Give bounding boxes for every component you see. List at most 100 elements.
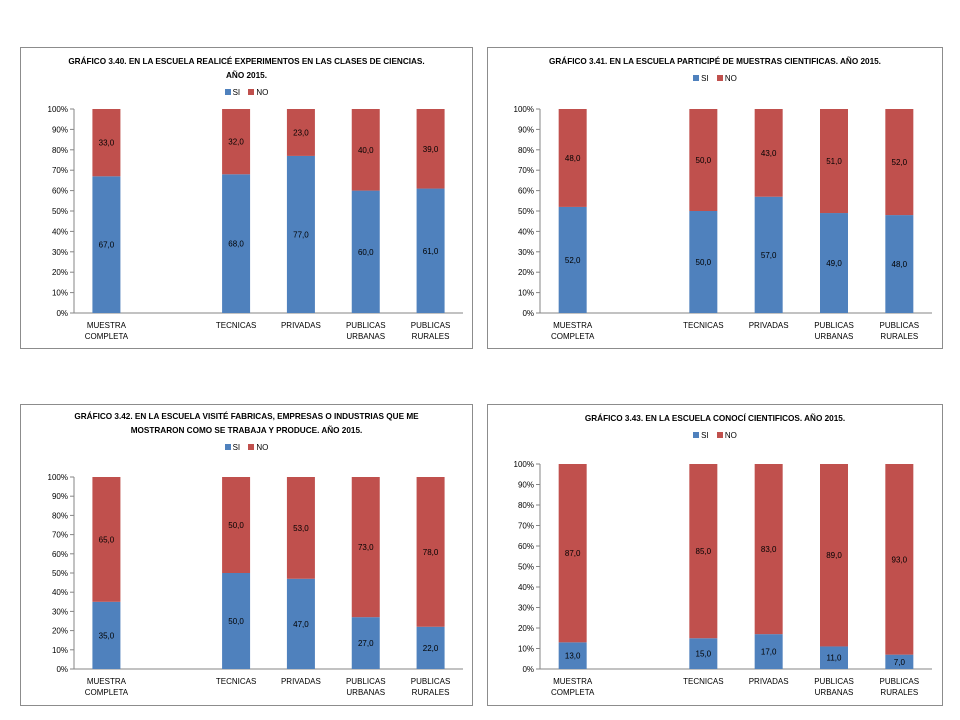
bar-no bbox=[754, 464, 783, 635]
data-label-no: 50,0 bbox=[696, 156, 712, 165]
data-label-si: 77,0 bbox=[293, 230, 309, 239]
chart-title-line: GRÁFICO 3.40. EN LA ESCUELA REALICÉ EXPE… bbox=[68, 57, 425, 66]
bar-no bbox=[820, 464, 848, 647]
x-category-label: PUBLICAS bbox=[814, 677, 854, 686]
bar-no bbox=[416, 109, 445, 189]
bar-si bbox=[286, 155, 315, 313]
y-tick-label: 80% bbox=[52, 511, 68, 520]
y-tick-label: 10% bbox=[52, 289, 68, 298]
bar-si bbox=[558, 642, 587, 669]
data-label-no: 40,0 bbox=[358, 146, 374, 155]
bar-si bbox=[754, 634, 783, 669]
y-tick-label: 20% bbox=[52, 627, 68, 636]
data-label-no: 87,0 bbox=[565, 549, 581, 558]
data-label-si: 7,0 bbox=[894, 658, 906, 667]
y-tick-label: 100% bbox=[514, 460, 534, 469]
x-category-label: COMPLETA bbox=[85, 688, 129, 697]
bar-no bbox=[351, 109, 380, 191]
y-tick-label: 20% bbox=[52, 268, 68, 277]
legend-label-no: NO bbox=[256, 443, 269, 452]
legend-label-no: NO bbox=[724, 431, 737, 440]
chart-panel-3-43: GRÁFICO 3.43. EN LA ESCUELA CONOCÍ CIENT… bbox=[487, 404, 943, 706]
y-tick-label: 30% bbox=[52, 248, 68, 257]
y-tick-label: 50% bbox=[518, 207, 534, 216]
chart-title-line: GRÁFICO 3.41. EN LA ESCUELA PARTICIPÉ DE… bbox=[549, 57, 881, 66]
data-label-si: 67,0 bbox=[99, 241, 115, 250]
chart-plot: 0% 10% 20% 30% 40% 50% 60% 70% 80% 90% 100% 67,0 33,… bbox=[48, 105, 463, 341]
data-label-si: 47,0 bbox=[293, 620, 309, 629]
bar-no bbox=[286, 109, 315, 156]
chart-panel-3-41: GRÁFICO 3.41. EN LA ESCUELA PARTICIPÉ DE… bbox=[487, 47, 943, 349]
data-label-si: 49,0 bbox=[826, 259, 842, 268]
bar-no bbox=[820, 109, 848, 214]
legend-swatch-no bbox=[716, 432, 723, 438]
bar-si bbox=[92, 601, 121, 669]
bar-no bbox=[92, 109, 121, 177]
x-category-label: PRIVADAS bbox=[749, 677, 789, 686]
data-label-si: 17,0 bbox=[761, 648, 777, 657]
x-category-label: COMPLETA bbox=[85, 332, 129, 341]
y-tick-label: 70% bbox=[52, 166, 68, 175]
x-category-label: PUBLICAS bbox=[346, 321, 386, 330]
data-label-si: 60,0 bbox=[358, 248, 374, 257]
bar-si bbox=[222, 573, 251, 669]
x-category-label: PUBLICAS bbox=[880, 321, 920, 330]
bar-si bbox=[689, 638, 718, 669]
bar-si bbox=[92, 176, 121, 313]
data-label-si: 35,0 bbox=[99, 631, 115, 640]
y-tick-label: 60% bbox=[518, 542, 534, 551]
y-tick-label: 0% bbox=[56, 309, 68, 318]
data-label-si: 52,0 bbox=[565, 256, 581, 265]
data-label-no: 85,0 bbox=[696, 547, 712, 556]
x-category-label: TECNICAS bbox=[216, 677, 256, 686]
data-label-si: 13,0 bbox=[565, 652, 581, 661]
x-category-label: PRIVADAS bbox=[281, 321, 321, 330]
x-category-label: TECNICAS bbox=[216, 321, 256, 330]
legend-label-si: SI bbox=[232, 88, 241, 97]
bar-si bbox=[286, 578, 315, 669]
y-tick-label: 20% bbox=[518, 268, 534, 277]
data-label-si: 15,0 bbox=[696, 650, 712, 659]
data-label-no: 83,0 bbox=[761, 545, 777, 554]
x-category-label: COMPLETA bbox=[551, 332, 595, 341]
data-label-si: 11,0 bbox=[827, 654, 843, 663]
legend-item-si: SI bbox=[224, 88, 241, 98]
data-label-no: 51,0 bbox=[826, 157, 842, 166]
y-tick-label: 10% bbox=[518, 645, 534, 654]
y-tick-label: 70% bbox=[52, 531, 68, 540]
chart-title: GRÁFICO 3.42. EN LA ESCUELA VISITÉ FABRI… bbox=[21, 410, 472, 438]
x-category-label: TECNICAS bbox=[683, 677, 723, 686]
legend-item-si: SI bbox=[224, 443, 241, 453]
chart-plot: 0% 10% 20% 30% 40% 50% 60% 70% 80% 90% 100% 13,0 87,… bbox=[514, 460, 932, 697]
chart-legend: SI NO bbox=[21, 88, 472, 98]
x-category-label: RURALES bbox=[412, 332, 450, 341]
x-category-label: TECNICAS bbox=[683, 321, 723, 330]
legend-label-si: SI bbox=[232, 443, 241, 452]
y-tick-label: 40% bbox=[52, 588, 68, 597]
data-label-no: 23,0 bbox=[293, 128, 309, 137]
bar-si bbox=[689, 211, 718, 313]
legend-label-si: SI bbox=[701, 74, 709, 83]
chart-legend: SI NO bbox=[488, 431, 942, 441]
y-tick-label: 80% bbox=[518, 146, 534, 155]
x-category-label: URBANAS bbox=[815, 332, 854, 341]
data-label-si: 57,0 bbox=[761, 251, 777, 260]
x-category-label: RURALES bbox=[880, 688, 918, 697]
x-category-label: MUESTRA bbox=[87, 321, 127, 330]
bar-no bbox=[351, 477, 380, 618]
y-tick-label: 90% bbox=[518, 481, 534, 490]
x-category-label: RURALES bbox=[880, 332, 918, 341]
data-label-no: 33,0 bbox=[99, 139, 115, 148]
y-tick-label: 50% bbox=[518, 563, 534, 572]
data-label-no: 32,0 bbox=[228, 138, 244, 147]
bar-si bbox=[351, 190, 380, 313]
legend-label-si: SI bbox=[701, 431, 709, 440]
data-label-no: 39,0 bbox=[423, 145, 439, 154]
bar-no bbox=[558, 464, 587, 643]
y-tick-label: 30% bbox=[52, 607, 68, 616]
x-category-label: PUBLICAS bbox=[411, 321, 451, 330]
bar-si bbox=[885, 215, 914, 313]
x-category-label: PUBLICAS bbox=[880, 677, 920, 686]
y-tick-label: 60% bbox=[518, 187, 534, 196]
chart-title: GRÁFICO 3.43. EN LA ESCUELA CONOCÍ CIENT… bbox=[488, 412, 942, 426]
